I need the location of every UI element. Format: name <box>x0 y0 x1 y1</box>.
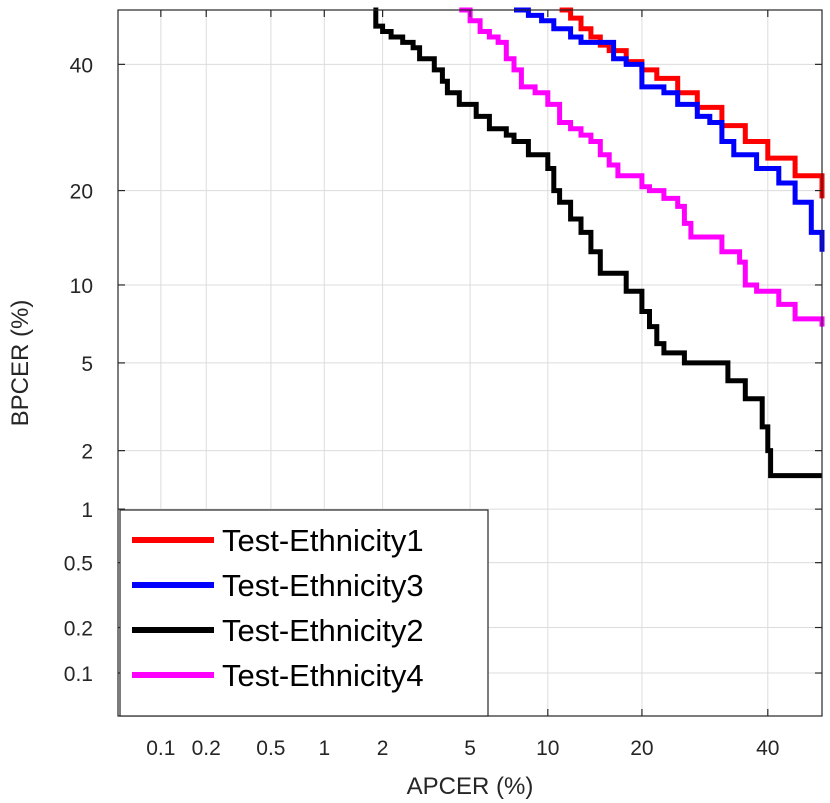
y-tick-label: 10 <box>70 275 93 298</box>
legend-label: Test-Ethnicity2 <box>222 613 424 648</box>
legend-items: Test-Ethnicity1 Test-Ethnicity3 Test-Ethni… <box>132 523 424 693</box>
x-axis-ticks: 0.1 0.2 0.5 1 2 5 10 20 40 <box>146 10 779 760</box>
legend: Test-Ethnicity1 Test-Ethnicity3 Test-Ethni… <box>119 509 489 717</box>
x-tick-label: 40 <box>756 737 779 760</box>
y-tick-label: 20 <box>70 181 93 204</box>
x-axis-label: APCER (%) <box>407 773 534 800</box>
x-tick-label: 20 <box>630 737 653 760</box>
y-tick-label: 40 <box>70 54 93 77</box>
x-tick-label: 0.1 <box>146 737 175 760</box>
y-tick-label: 2 <box>81 441 93 464</box>
x-tick-label: 5 <box>464 737 476 760</box>
x-tick-label: 0.5 <box>256 737 285 760</box>
x-tick-label: 2 <box>377 737 389 760</box>
y-tick-label: 0.1 <box>64 663 93 686</box>
legend-label: Test-Ethnicity4 <box>222 658 424 693</box>
series-line-ethnicity-1 <box>559 7 825 199</box>
legend-box <box>119 509 489 717</box>
x-tick-label: 1 <box>318 737 330 760</box>
legend-label: Test-Ethnicity1 <box>222 523 424 558</box>
x-tick-label: 10 <box>536 737 559 760</box>
y-tick-label: 0.2 <box>64 618 93 641</box>
series-line-ethnicity-3 <box>373 7 822 479</box>
y-axis-ticks: 0.1 0.2 0.5 1 2 5 10 20 40 <box>64 54 822 686</box>
curves <box>373 7 825 479</box>
series-line-ethnicity-2 <box>514 7 825 252</box>
y-axis-label: BPCER (%) <box>7 300 34 427</box>
y-tick-label: 0.5 <box>64 553 93 576</box>
y-tick-label: 5 <box>81 353 93 376</box>
legend-label: Test-Ethnicity3 <box>222 568 424 603</box>
x-tick-label: 0.2 <box>192 737 221 760</box>
y-tick-label: 1 <box>81 499 93 522</box>
series-line-ethnicity-4 <box>459 7 825 327</box>
